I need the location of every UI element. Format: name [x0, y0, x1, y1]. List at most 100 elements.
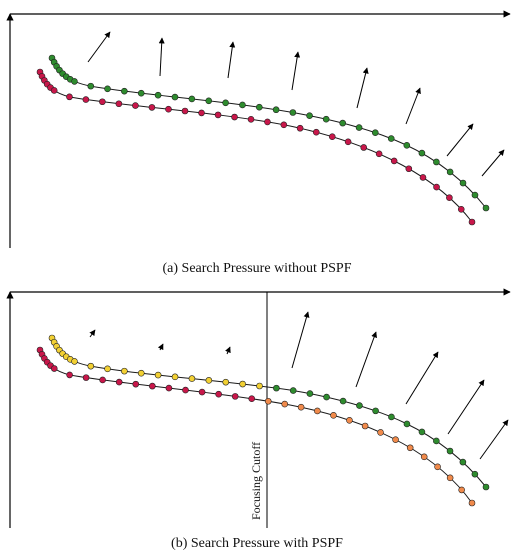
- panel-b-arrow: [447, 379, 485, 435]
- panel-b-lower-point: [406, 444, 414, 452]
- panel-a-arrow: [405, 87, 421, 125]
- panel-b-lower-point: [264, 397, 272, 405]
- panel-a-lower-point: [419, 174, 427, 181]
- panel-a-lower-point: [66, 93, 73, 101]
- panel-a-arrow: [291, 51, 301, 91]
- panel-a-lower-point: [375, 150, 383, 158]
- panel-a-lower-point: [344, 138, 352, 146]
- panel-a-arrow: [87, 31, 111, 63]
- panel-b-upper-point: [188, 375, 196, 382]
- panel-a-lower-curve: [39, 71, 473, 223]
- panel-a-upper-curve: [51, 57, 487, 209]
- panel-b-lower-point: [392, 436, 399, 443]
- panel-b-upper-point: [306, 390, 314, 397]
- panel-b-upper-point: [104, 365, 111, 373]
- panel-a-upper-point: [418, 149, 426, 157]
- panel-a-upper-point: [222, 99, 229, 107]
- panel-a-upper-point: [471, 191, 479, 199]
- panel-a-upper-point: [239, 101, 246, 109]
- panel-b-upper-point: [256, 382, 263, 390]
- panel-b-upper-point: [471, 470, 479, 478]
- panel-b-lower-point: [446, 474, 454, 482]
- panel-b-lower-point: [420, 453, 428, 461]
- panel-a-lower-point: [433, 183, 440, 191]
- panel-b-lower-curve: [39, 349, 473, 504]
- panel-a-upper-point: [459, 179, 467, 187]
- panel-a-lower-point: [214, 111, 222, 119]
- panel-b-upper-point: [323, 393, 330, 401]
- panel-b-lower-point: [458, 486, 465, 494]
- panel-b-lower-point: [99, 376, 106, 384]
- panel-b-lower-point: [361, 422, 369, 430]
- panel-b-lower-point: [182, 386, 189, 394]
- panel-a-arrow: [356, 67, 369, 109]
- panel-a-upper-point: [121, 87, 128, 95]
- panel-a-upper-point: [289, 109, 297, 116]
- panel-a-lower-point: [457, 206, 465, 213]
- panel-a-lower-point: [99, 98, 106, 106]
- panel-a-upper-point: [403, 142, 411, 149]
- panel-b-upper-point: [121, 367, 128, 375]
- panel-a-arrow: [446, 123, 474, 157]
- panel-b-upper-point: [482, 483, 490, 491]
- panel-a-lower-point: [468, 218, 476, 226]
- panel-a-lower-point: [405, 165, 413, 173]
- panel-b-upper-point: [388, 413, 395, 421]
- panel-b: Focusing Cutoff (b) Search Pressure with…: [6, 288, 511, 551]
- panel-b-lower-point: [165, 384, 173, 392]
- panel-a-lower-point: [360, 144, 368, 151]
- panel-b-arrow: [479, 419, 509, 460]
- panel-a-lower-point: [82, 96, 90, 103]
- panel-b-caption: (b) Search Pressure with PSPF: [171, 536, 343, 551]
- panel-a-upper-point: [137, 89, 145, 97]
- panel-b-upper-point: [459, 458, 467, 466]
- panel-a: (a) Search Pressure without PSPF: [6, 10, 511, 276]
- panel-b-upper-point: [418, 428, 426, 436]
- panel-a-lower-point: [446, 194, 453, 201]
- panel-a-upper-point: [387, 135, 395, 142]
- panel-a-upper-point: [255, 103, 263, 111]
- panel-b-upper-point: [446, 447, 454, 455]
- panel-a-upper-point: [306, 112, 313, 119]
- panel-b-points: [36, 334, 490, 507]
- panel-b-upper-point: [137, 369, 145, 377]
- panel-a-lower-point: [280, 121, 288, 129]
- panel-b-upper-point: [171, 373, 179, 381]
- panel-a-upper-point: [154, 91, 162, 99]
- panel-b-lower-point: [468, 499, 476, 507]
- panel-a-lower-point: [312, 128, 320, 136]
- panel-a-lower-point: [198, 109, 205, 117]
- panel-b-lower-point: [434, 463, 441, 471]
- panel-a-upper-point: [71, 78, 78, 85]
- panel-a-lower-point: [231, 113, 238, 121]
- panel-b-lower-point: [132, 380, 140, 388]
- panel-b-arrow: [405, 351, 439, 405]
- panel-a-upper-point: [171, 93, 179, 101]
- panel-b-arrow: [157, 343, 164, 351]
- panel-a-upper-point: [188, 95, 196, 103]
- panel-b-upper-point: [433, 437, 440, 445]
- panel-b-lower-point: [330, 412, 337, 419]
- panel-b-lower-point: [149, 382, 156, 390]
- panel-b-upper-point: [154, 371, 162, 379]
- panel-a-upper-point: [371, 129, 379, 136]
- panel-a-upper-point: [433, 158, 440, 166]
- panel-b-upper-point: [356, 402, 363, 409]
- panel-b-lower-point: [82, 374, 90, 381]
- panel-b-arrow: [225, 346, 231, 355]
- panel-a-upper-point: [482, 204, 490, 212]
- panel-a-lower-point: [165, 105, 172, 113]
- panel-b-upper-point: [87, 362, 95, 370]
- panel-b-upper-point: [239, 380, 246, 388]
- panel-b-upper-point: [205, 377, 213, 384]
- panel-b-lower-point: [115, 378, 123, 386]
- panel-a-upper-point: [355, 124, 363, 131]
- panel-a-upper-point: [87, 82, 95, 90]
- panel-a-lower-point: [247, 116, 255, 123]
- panel-b-lower-point: [314, 407, 321, 415]
- panel-b-lower-point: [50, 365, 58, 372]
- panel-a-lower-point: [328, 133, 336, 141]
- panel-b-upper-point: [339, 397, 347, 405]
- panel-a-caption: (a) Search Pressure without PSPF: [163, 261, 352, 276]
